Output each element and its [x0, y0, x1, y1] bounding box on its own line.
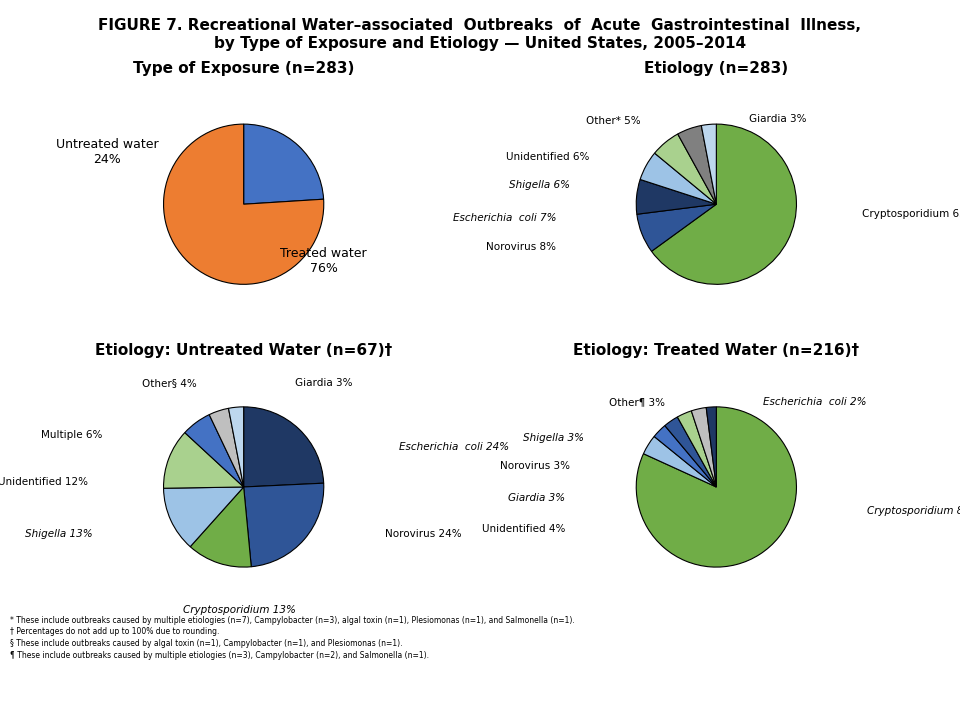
Wedge shape: [228, 407, 244, 487]
Text: Other* 5%: Other* 5%: [587, 116, 641, 126]
Text: Shigella 13%: Shigella 13%: [25, 529, 93, 539]
Text: Untreated water
24%: Untreated water 24%: [56, 138, 158, 166]
Title: Etiology: Treated Water (n=216)†: Etiology: Treated Water (n=216)†: [573, 343, 859, 359]
Text: Giardia 3%: Giardia 3%: [296, 378, 353, 388]
Text: Cryptosporidium 81%: Cryptosporidium 81%: [867, 505, 960, 516]
Text: Escherichia  coli 7%: Escherichia coli 7%: [452, 213, 556, 223]
Text: Unidentified 6%: Unidentified 6%: [506, 152, 589, 162]
Text: Treated water
76%: Treated water 76%: [280, 247, 367, 275]
Wedge shape: [707, 407, 716, 487]
Text: Norovirus 24%: Norovirus 24%: [385, 529, 462, 539]
Wedge shape: [636, 407, 797, 567]
Wedge shape: [655, 134, 716, 204]
Title: Etiology (n=283): Etiology (n=283): [644, 60, 788, 76]
Text: Escherichia  coli 24%: Escherichia coli 24%: [399, 442, 510, 452]
Wedge shape: [190, 487, 252, 567]
Wedge shape: [636, 204, 716, 251]
Wedge shape: [643, 436, 716, 487]
Text: Multiple 6%: Multiple 6%: [41, 430, 103, 440]
Text: Giardia 3%: Giardia 3%: [750, 114, 806, 125]
Text: Shigella 3%: Shigella 3%: [523, 433, 585, 443]
Wedge shape: [702, 124, 716, 204]
Text: Shigella 6%: Shigella 6%: [509, 181, 570, 190]
Text: Escherichia  coli 2%: Escherichia coli 2%: [763, 397, 867, 407]
Title: Type of Exposure (n=283): Type of Exposure (n=283): [133, 60, 354, 76]
Wedge shape: [691, 408, 716, 487]
Wedge shape: [678, 125, 716, 204]
Wedge shape: [640, 153, 716, 204]
Text: Giardia 3%: Giardia 3%: [509, 493, 565, 503]
Text: Cryptosporidium 65%: Cryptosporidium 65%: [862, 209, 960, 219]
Wedge shape: [678, 411, 716, 487]
Text: Other§ 4%: Other§ 4%: [142, 378, 197, 388]
Text: Other¶ 3%: Other¶ 3%: [609, 397, 664, 407]
Title: Etiology: Untreated Water (n=67)†: Etiology: Untreated Water (n=67)†: [95, 343, 393, 359]
Wedge shape: [665, 417, 716, 487]
Text: Cryptosporidium 13%: Cryptosporidium 13%: [182, 605, 296, 614]
Wedge shape: [244, 407, 324, 487]
Wedge shape: [163, 124, 324, 284]
Wedge shape: [209, 408, 244, 487]
Wedge shape: [244, 483, 324, 567]
Wedge shape: [185, 415, 244, 487]
Wedge shape: [163, 433, 244, 488]
Text: Norovirus 8%: Norovirus 8%: [486, 242, 556, 251]
Text: Norovirus 3%: Norovirus 3%: [500, 462, 570, 472]
Text: Unidentified 4%: Unidentified 4%: [482, 524, 565, 534]
Wedge shape: [654, 426, 716, 487]
Wedge shape: [163, 487, 244, 546]
Text: Unidentified 12%: Unidentified 12%: [0, 477, 88, 487]
Text: by Type of Exposure and Etiology — United States, 2005–2014: by Type of Exposure and Etiology — Unite…: [214, 36, 746, 51]
Wedge shape: [652, 124, 797, 284]
Wedge shape: [636, 179, 716, 215]
Wedge shape: [244, 124, 324, 204]
Text: * These include outbreaks caused by multiple etiologies (n=7), Campylobacter (n=: * These include outbreaks caused by mult…: [10, 616, 574, 660]
Text: FIGURE 7. Recreational Water–associated  Outbreaks  of  Acute  Gastrointestinal : FIGURE 7. Recreational Water–associated …: [99, 18, 861, 33]
